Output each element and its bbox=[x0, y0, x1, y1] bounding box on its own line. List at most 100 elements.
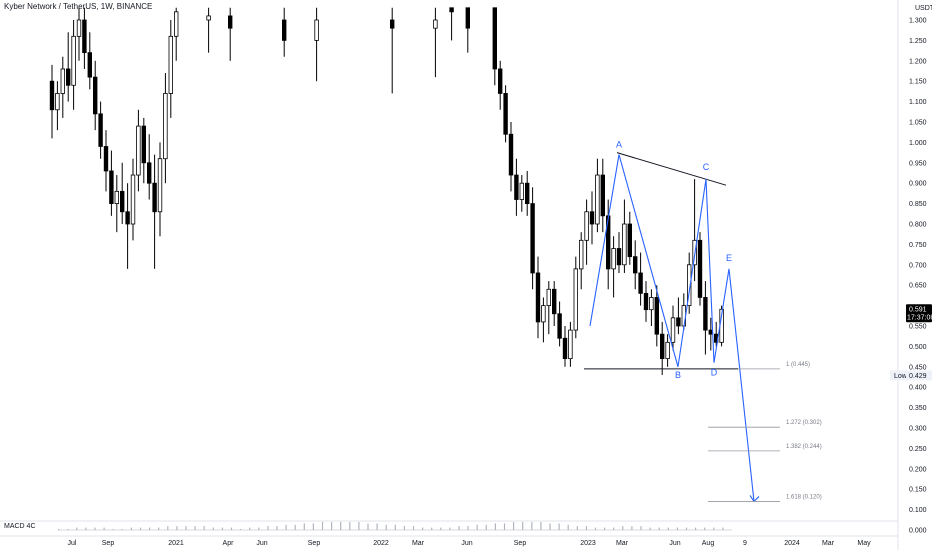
candle-body[interactable] bbox=[66, 68, 71, 86]
candle-body[interactable] bbox=[157, 158, 163, 213]
projection-line[interactable] bbox=[728, 268, 755, 502]
candle-body[interactable] bbox=[433, 19, 438, 29]
candle-body[interactable] bbox=[71, 35, 76, 86]
candle-body[interactable] bbox=[130, 174, 136, 225]
pattern-label-d: D bbox=[711, 368, 718, 378]
pattern-label-c: C bbox=[703, 162, 710, 172]
candle-body[interactable] bbox=[600, 174, 605, 217]
candle-body[interactable] bbox=[579, 239, 584, 270]
candle-body[interactable] bbox=[120, 190, 125, 213]
candle-body[interactable] bbox=[281, 19, 287, 41]
macd-histogram-bar bbox=[76, 527, 78, 530]
candle-body[interactable] bbox=[141, 125, 146, 164]
candle-body[interactable] bbox=[595, 174, 600, 225]
candle-body[interactable] bbox=[98, 113, 103, 147]
candle-body[interactable] bbox=[557, 313, 562, 339]
price-tick-label: 0.300 bbox=[909, 426, 927, 433]
candle-body[interactable] bbox=[703, 297, 708, 331]
candle-body[interactable] bbox=[697, 239, 703, 298]
macd-histogram-bar bbox=[185, 526, 187, 530]
price-tick-label: 0.650 bbox=[909, 283, 927, 290]
macd-histogram-bar bbox=[103, 527, 105, 530]
candle-body[interactable] bbox=[525, 182, 530, 204]
candle-body[interactable] bbox=[125, 211, 130, 225]
last-price-badge[interactable] bbox=[906, 304, 932, 323]
macd-histogram-bar bbox=[358, 522, 360, 530]
macd-histogram-bar bbox=[367, 523, 369, 530]
macd-histogram-bar bbox=[558, 523, 560, 530]
candle-body[interactable] bbox=[49, 80, 55, 111]
price-tick-label: 0.250 bbox=[909, 446, 927, 453]
macd-histogram-bar bbox=[467, 526, 469, 530]
candle-body[interactable] bbox=[109, 170, 114, 205]
candle-body[interactable] bbox=[136, 125, 141, 176]
candle-body[interactable] bbox=[535, 272, 541, 323]
candle-body[interactable] bbox=[389, 19, 395, 29]
macd-histogram-bar bbox=[704, 527, 706, 530]
macd-histogram-bar bbox=[221, 527, 223, 530]
candle-body[interactable] bbox=[103, 146, 109, 172]
time-tick-label: Mar bbox=[616, 540, 629, 547]
candle-body[interactable] bbox=[60, 68, 65, 94]
low-value: 0.429 bbox=[909, 373, 927, 380]
macd-histogram-bar bbox=[312, 523, 314, 530]
candle-body[interactable] bbox=[465, 7, 470, 29]
candle-body[interactable] bbox=[562, 337, 568, 360]
candle-body[interactable] bbox=[503, 93, 508, 135]
candle-body[interactable] bbox=[676, 317, 681, 327]
candle-body[interactable] bbox=[638, 272, 643, 294]
candle-body[interactable] bbox=[114, 190, 119, 205]
time-tick-label: Jun bbox=[461, 540, 472, 547]
macd-histogram-bar bbox=[531, 522, 533, 530]
candle-body[interactable] bbox=[643, 292, 649, 311]
price-tick-label: 1.150 bbox=[909, 79, 927, 86]
candle-body[interactable] bbox=[206, 15, 211, 21]
pattern-path[interactable] bbox=[589, 154, 730, 367]
candle-body[interactable] bbox=[530, 203, 535, 274]
candle-body[interactable] bbox=[163, 93, 168, 160]
candle-body[interactable] bbox=[649, 297, 654, 311]
macd-histogram-bar bbox=[258, 527, 260, 530]
candle-body[interactable] bbox=[76, 19, 82, 37]
candle-body[interactable] bbox=[55, 93, 60, 111]
candle-body[interactable] bbox=[146, 162, 152, 184]
candle-body[interactable] bbox=[449, 7, 454, 13]
candle-body[interactable] bbox=[519, 182, 524, 200]
candle-body[interactable] bbox=[541, 305, 546, 323]
candle-body[interactable] bbox=[87, 52, 92, 78]
price-tick-label: 0.900 bbox=[909, 181, 927, 188]
macd-indicator-label[interactable]: MACD 4C bbox=[4, 523, 36, 530]
candle-body[interactable] bbox=[93, 76, 98, 115]
macd-histogram-bar bbox=[230, 527, 233, 530]
upper-trendline[interactable] bbox=[616, 152, 727, 186]
candle-body[interactable] bbox=[152, 182, 157, 213]
candle-body[interactable] bbox=[670, 317, 676, 343]
candle-body[interactable] bbox=[546, 288, 551, 306]
candle-body[interactable] bbox=[552, 288, 557, 315]
candle-body[interactable] bbox=[508, 133, 514, 176]
candle-body[interactable] bbox=[314, 19, 319, 41]
candle-body[interactable] bbox=[627, 223, 632, 258]
candle-body[interactable] bbox=[611, 248, 616, 270]
candle-body[interactable] bbox=[82, 19, 87, 54]
candle-body[interactable] bbox=[573, 268, 578, 331]
candle-body[interactable] bbox=[584, 211, 589, 241]
candle-body[interactable] bbox=[168, 35, 173, 94]
candle-body[interactable] bbox=[497, 68, 503, 94]
candle-body[interactable] bbox=[687, 264, 692, 306]
candle-body[interactable] bbox=[492, 7, 497, 70]
candle-body[interactable] bbox=[622, 223, 627, 266]
candle-body[interactable] bbox=[660, 333, 665, 360]
candle-body[interactable] bbox=[633, 256, 638, 274]
candle-body[interactable] bbox=[173, 11, 179, 37]
candle-body[interactable] bbox=[589, 211, 595, 225]
candle-body[interactable] bbox=[616, 248, 622, 266]
macd-histogram-bar bbox=[594, 527, 597, 530]
candle-body[interactable] bbox=[654, 297, 659, 335]
candle-body[interactable] bbox=[665, 341, 670, 360]
candle-body[interactable] bbox=[568, 329, 573, 360]
candle-body[interactable] bbox=[227, 15, 233, 29]
candle-body[interactable] bbox=[514, 174, 519, 200]
